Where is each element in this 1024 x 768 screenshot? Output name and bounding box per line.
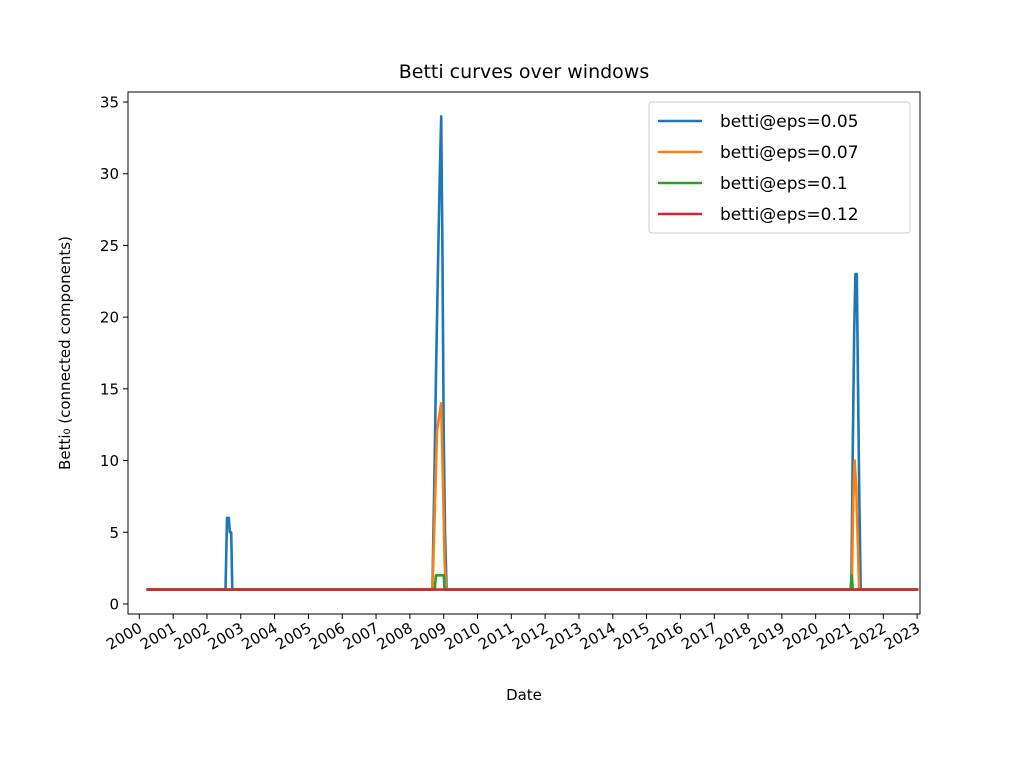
y-tick-label: 0 [109,595,119,613]
plot-area [127,91,921,615]
y-axis-label: Betti₀ (connected components) [56,236,74,470]
chart-title: Betti curves over windows [399,61,650,83]
y-axis-ticks: 0 5 10 15 20 25 30 35 [100,94,128,613]
y-tick-label: 25 [100,237,119,255]
legend-label-4: betti@eps=0.12 [720,205,859,225]
axes-frame [127,91,921,615]
legend-label-2: betti@eps=0.07 [720,143,859,163]
legend-box [648,101,911,234]
legend-label-1: betti@eps=0.05 [720,112,859,132]
y-tick-label: 20 [100,309,119,327]
legend: betti@eps=0.05 betti@eps=0.07 betti@eps=0.… [648,101,911,234]
y-tick-label: 15 [100,380,119,398]
series-layer [146,115,919,591]
y-tick-label: 5 [109,524,119,542]
legend-label-3: betti@eps=0.1 [720,174,848,194]
y-tick-label: 35 [100,94,119,112]
y-tick-label: 30 [100,165,119,183]
legend-items: betti@eps=0.05 betti@eps=0.07 betti@eps=0.… [658,112,859,225]
y-tick-label: 10 [100,452,119,470]
series-line-1 [146,115,919,591]
series-line-2 [146,401,919,591]
x-axis-label: Date [506,686,542,704]
